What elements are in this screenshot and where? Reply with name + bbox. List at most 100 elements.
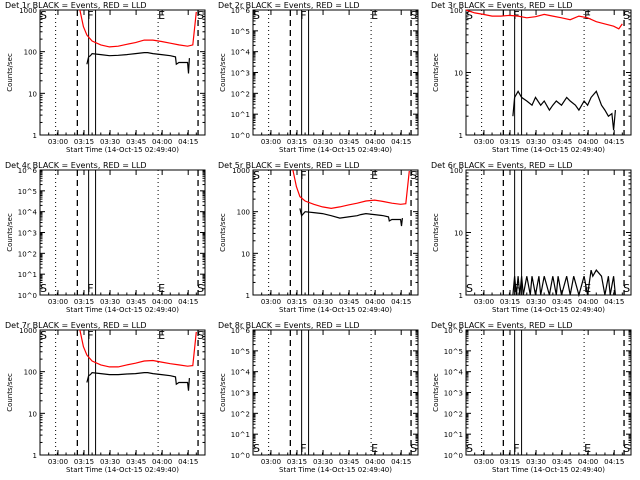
marker-letter: S bbox=[40, 9, 47, 22]
y-axis-label: Counts/sec bbox=[432, 213, 440, 252]
series-line-lld bbox=[79, 329, 197, 368]
marker-letter: S bbox=[197, 9, 204, 22]
x-tick-label: 03:15 bbox=[74, 458, 94, 466]
y-tick-label: 10^1 bbox=[444, 431, 463, 439]
marker-letter: F bbox=[300, 9, 306, 22]
panel-det-4r: Det 4r BLACK = Events, RED = LLD 10^0 10^1… bbox=[5, 161, 206, 314]
x-tick-label: 03:00 bbox=[48, 458, 68, 466]
x-axis-label: Start Time (14-Oct-15 02:49:40) bbox=[492, 146, 605, 154]
plot-frame bbox=[252, 9, 419, 136]
marker-letter: F bbox=[300, 169, 306, 182]
y-tick-label: 10^2 bbox=[18, 250, 37, 258]
y-tick-label: 10^3 bbox=[231, 70, 250, 78]
x-tick-label: 03:30 bbox=[100, 298, 120, 306]
y-tick-label: 10^2 bbox=[444, 410, 463, 418]
y-tick-label: 1 bbox=[459, 292, 463, 300]
x-tick-label: 04:00 bbox=[365, 298, 385, 306]
panel-det-8r: Det 8r BLACK = Events, RED = LLD 10^0 10^1… bbox=[218, 321, 419, 474]
x-tick-label: 03:00 bbox=[261, 138, 281, 146]
marker-letter: S bbox=[40, 329, 47, 342]
marker-letter: E bbox=[158, 282, 165, 295]
y-tick-label: 10^3 bbox=[231, 390, 250, 398]
y-tick-label: 10 bbox=[241, 250, 250, 258]
x-axis-label: Start Time (14-Oct-15 02:49:40) bbox=[66, 146, 179, 154]
y-axis-label: Counts/sec bbox=[432, 53, 440, 92]
x-tick-label: 04:15 bbox=[604, 298, 624, 306]
marker-letter: F bbox=[513, 442, 519, 455]
x-tick-label: 04:15 bbox=[391, 458, 411, 466]
x-tick-label: 03:45 bbox=[339, 138, 359, 146]
x-axis-label: Start Time (14-Oct-15 02:49:40) bbox=[492, 306, 605, 314]
x-tick-label: 04:00 bbox=[578, 458, 598, 466]
y-tick-label: 10^0 bbox=[231, 452, 250, 460]
marker-letter: E bbox=[371, 442, 378, 455]
x-tick-label: 03:45 bbox=[552, 458, 572, 466]
y-tick-label: 10^6 bbox=[231, 327, 251, 335]
series-line-events bbox=[86, 371, 190, 391]
marker-letter: S bbox=[253, 9, 260, 22]
x-axis-label: Start Time (14-Oct-15 02:49:40) bbox=[279, 306, 392, 314]
y-tick-label: 100 bbox=[450, 7, 463, 15]
marker-letter: E bbox=[371, 169, 378, 182]
y-tick-label: 1 bbox=[246, 292, 250, 300]
plot-frame bbox=[465, 169, 632, 296]
x-tick-label: 03:30 bbox=[313, 298, 333, 306]
y-tick-label: 100 bbox=[24, 369, 37, 377]
plot-frame bbox=[465, 329, 632, 456]
plot-frame bbox=[39, 9, 206, 136]
x-tick-label: 04:00 bbox=[578, 138, 598, 146]
y-tick-label: 10^5 bbox=[231, 28, 250, 36]
x-tick-label: 04:00 bbox=[365, 138, 385, 146]
x-tick-label: 03:00 bbox=[474, 298, 494, 306]
marker-letter: S bbox=[253, 442, 260, 455]
x-tick-label: 04:00 bbox=[152, 138, 172, 146]
marker-letter: S bbox=[40, 282, 47, 295]
y-tick-label: 10^2 bbox=[231, 410, 250, 418]
y-tick-label: 10 bbox=[454, 230, 463, 238]
x-tick-label: 03:00 bbox=[474, 138, 494, 146]
x-tick-label: 04:15 bbox=[604, 458, 624, 466]
y-tick-label: 1 bbox=[33, 132, 37, 140]
x-tick-label: 04:15 bbox=[178, 458, 198, 466]
marker-letter: S bbox=[623, 442, 630, 455]
y-tick-label: 10 bbox=[454, 70, 463, 78]
y-tick-label: 10^4 bbox=[231, 369, 251, 377]
series-line-events bbox=[86, 51, 190, 74]
plot-frame bbox=[252, 169, 419, 296]
x-tick-label: 04:00 bbox=[152, 458, 172, 466]
y-tick-label: 100 bbox=[24, 49, 37, 57]
marker-letter: S bbox=[623, 9, 630, 22]
x-axis-label: Start Time (14-Oct-15 02:49:40) bbox=[279, 146, 392, 154]
x-tick-label: 03:15 bbox=[74, 138, 94, 146]
x-axis-label: Start Time (14-Oct-15 02:49:40) bbox=[492, 466, 605, 474]
y-tick-label: 10^3 bbox=[444, 390, 463, 398]
x-tick-label: 04:00 bbox=[578, 298, 598, 306]
series-line-events bbox=[512, 90, 616, 131]
marker-letter: S bbox=[466, 442, 473, 455]
marker-letter: F bbox=[87, 329, 93, 342]
marker-letter: E bbox=[158, 9, 165, 22]
y-tick-label: 10^5 bbox=[18, 188, 37, 196]
x-tick-label: 03:15 bbox=[500, 138, 520, 146]
x-tick-label: 03:15 bbox=[74, 298, 94, 306]
panel-title: Det 4r BLACK = Events, RED = LLD bbox=[5, 161, 147, 170]
x-tick-label: 04:15 bbox=[604, 138, 624, 146]
marker-letter: F bbox=[87, 9, 93, 22]
marker-letter: S bbox=[410, 442, 417, 455]
x-tick-label: 04:00 bbox=[152, 298, 172, 306]
x-tick-label: 03:30 bbox=[526, 138, 546, 146]
marker-letter: F bbox=[300, 442, 306, 455]
x-tick-label: 03:00 bbox=[48, 138, 68, 146]
y-axis-label: Counts/sec bbox=[219, 373, 227, 412]
x-tick-label: 03:45 bbox=[126, 458, 146, 466]
panel-det-5r: Det 5r BLACK = Events, RED = LLD 1 10 100 10… bbox=[218, 161, 419, 314]
y-tick-label: 10 bbox=[28, 410, 37, 418]
marker-letter: E bbox=[584, 282, 591, 295]
series-line-events bbox=[299, 208, 403, 227]
x-tick-label: 03:30 bbox=[100, 138, 120, 146]
panel-title: Det 9r BLACK = Events, RED = LLD bbox=[431, 321, 573, 330]
panel-title: Det 8r BLACK = Events, RED = LLD bbox=[218, 321, 360, 330]
x-tick-label: 03:45 bbox=[339, 298, 359, 306]
x-tick-label: 04:15 bbox=[178, 298, 198, 306]
y-tick-label: 10^4 bbox=[18, 209, 38, 217]
